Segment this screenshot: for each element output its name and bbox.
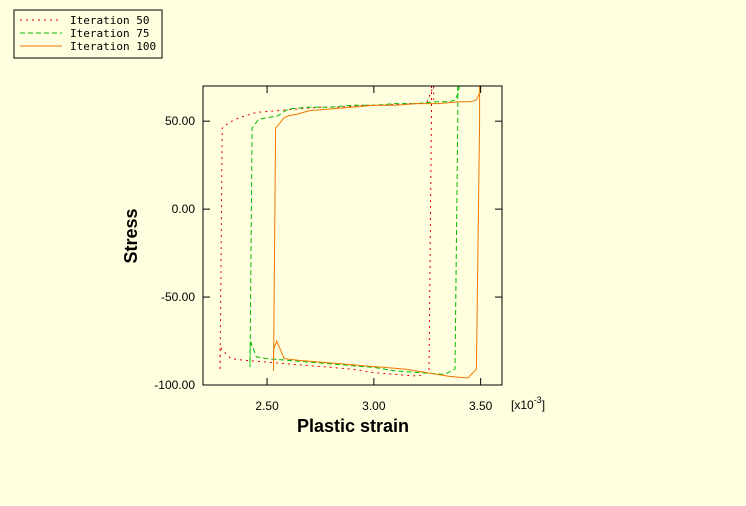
y-tick-label: -50.00 — [161, 290, 195, 304]
x-axis-multiplier: [x10-3] — [511, 395, 545, 412]
x-axis-title: Plastic strain — [297, 416, 409, 436]
x-axis-multiplier-exponent: -3 — [534, 395, 542, 405]
legend-label-iteration-100: Iteration 100 — [70, 40, 156, 53]
legend-box — [13, 9, 163, 59]
x-axis-multiplier-base: [x10 — [511, 398, 534, 412]
x-tick-label: 3.00 — [362, 399, 386, 413]
y-tick-label: 50.00 — [165, 114, 195, 128]
series-line-iteration-75 — [249, 86, 460, 375]
legend-label-iteration-75: Iteration 75 — [70, 27, 149, 40]
y-axis-title: Stress — [121, 208, 141, 263]
y-tick-label: 0.00 — [172, 202, 196, 216]
series-line-iteration-100 — [273, 86, 482, 379]
x-tick-label: 3.50 — [469, 399, 493, 413]
x-tick-label: 2.50 — [255, 399, 279, 413]
x-axis-multiplier-close: ] — [542, 398, 545, 412]
legend: Iteration 50 Iteration 75 Iteration 100 — [13, 9, 163, 59]
y-tick-label: -100.00 — [154, 378, 195, 392]
legend-label-iteration-50: Iteration 50 — [70, 14, 149, 27]
plot-frame — [202, 85, 503, 386]
